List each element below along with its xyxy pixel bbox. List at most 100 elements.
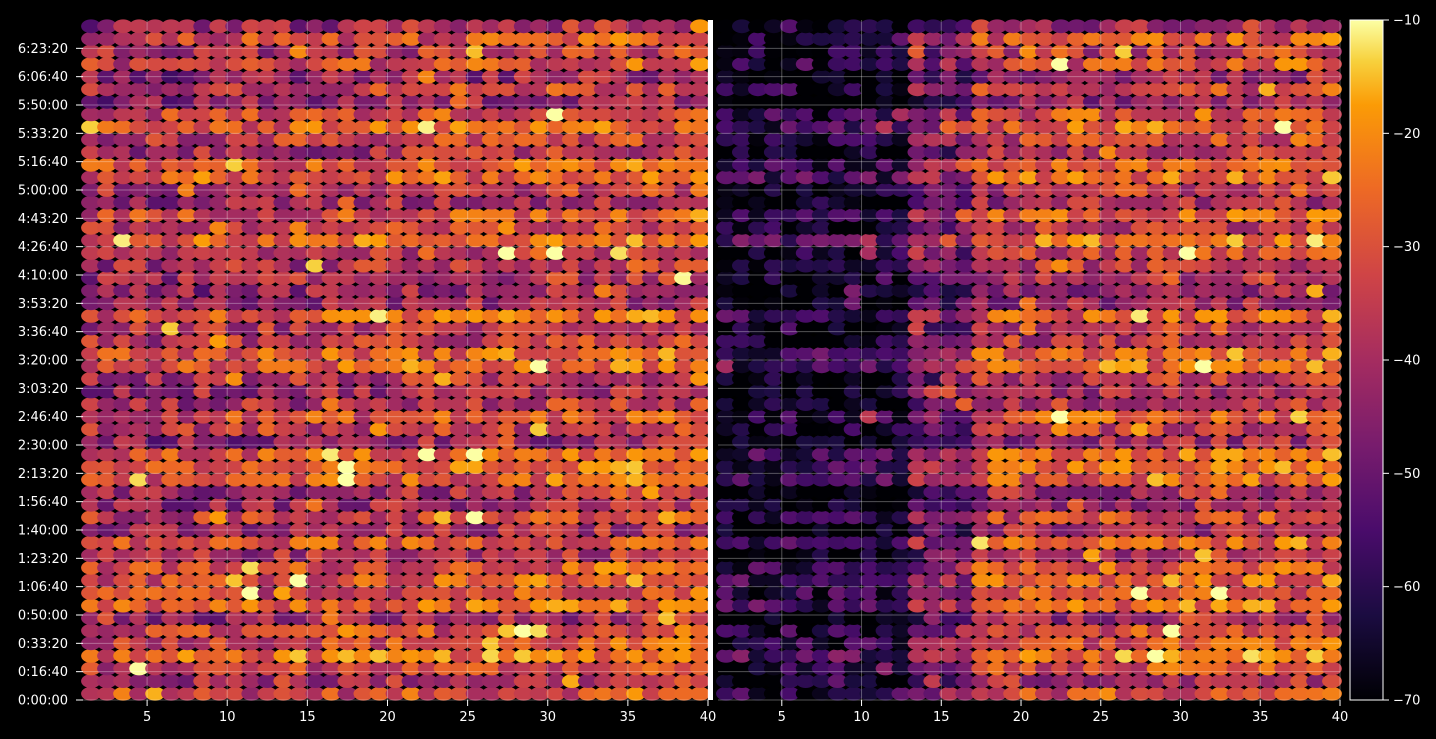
heatmap-cell xyxy=(1146,586,1167,600)
heatmap-cell xyxy=(417,32,438,46)
heatmap-cell xyxy=(257,309,278,323)
heatmap-cell xyxy=(177,220,198,235)
heatmap-cell xyxy=(577,409,598,424)
heatmap-cell xyxy=(674,32,694,46)
heatmap-cell xyxy=(433,447,454,462)
heatmap-cell xyxy=(763,636,784,651)
heatmap-cell xyxy=(1322,649,1342,663)
heatmap-cell xyxy=(642,560,662,575)
heatmap-cell xyxy=(417,674,438,688)
heatmap-cell xyxy=(193,548,214,563)
heatmap-cell xyxy=(642,623,662,638)
heatmap-cell xyxy=(321,321,342,336)
heatmap-cell xyxy=(593,409,614,424)
heatmap-cell xyxy=(289,19,310,34)
heatmap-cell xyxy=(449,283,470,298)
heatmap-cell xyxy=(1082,636,1103,651)
heatmap-cell xyxy=(273,283,294,298)
heatmap-cell xyxy=(529,372,550,386)
heatmap-cell xyxy=(577,44,598,59)
heatmap-cell xyxy=(1003,636,1023,651)
heatmap-cell xyxy=(545,271,566,285)
heatmap-cell xyxy=(1306,636,1326,651)
heatmap-cell xyxy=(593,435,614,449)
heatmap-cell xyxy=(658,497,678,512)
heatmap-cell xyxy=(561,447,582,462)
heatmap-cell xyxy=(891,623,912,638)
heatmap-cell xyxy=(289,183,310,197)
heatmap-cell xyxy=(1194,535,1215,550)
heatmap-cell xyxy=(1306,435,1326,449)
heatmap-cell xyxy=(225,220,246,235)
heatmap-cell xyxy=(337,296,358,311)
heatmap-cell xyxy=(401,548,422,563)
heatmap-cell xyxy=(257,372,278,386)
heatmap-cell xyxy=(353,586,374,600)
heatmap-cell xyxy=(449,485,470,500)
heatmap-cell xyxy=(81,309,101,323)
heatmap-cell xyxy=(481,497,502,512)
heatmap-cell xyxy=(481,69,502,84)
heatmap-cell xyxy=(561,359,582,374)
heatmap-cell xyxy=(1114,510,1135,525)
heatmap-cell xyxy=(1242,686,1263,701)
heatmap-cell xyxy=(97,283,117,298)
heatmap-cell xyxy=(545,472,566,487)
heatmap-cell xyxy=(273,271,294,285)
heatmap-cell xyxy=(481,82,502,97)
heatmap-cell xyxy=(779,460,800,474)
heatmap-cell xyxy=(907,661,928,676)
heatmap-cell xyxy=(241,598,262,613)
heatmap-cell xyxy=(225,271,246,285)
heatmap-cell xyxy=(1051,447,1071,462)
heatmap-cell xyxy=(257,359,278,374)
heatmap-cell xyxy=(674,397,694,411)
heatmap-cell xyxy=(385,19,406,34)
heatmap-cell xyxy=(658,32,678,46)
heatmap-cell xyxy=(577,435,598,449)
heatmap-cell xyxy=(577,157,598,172)
heatmap-cell xyxy=(1130,497,1151,512)
heatmap-cell xyxy=(225,334,246,348)
heatmap-cell xyxy=(1242,510,1263,525)
heatmap-cell xyxy=(971,422,992,437)
heatmap-cell xyxy=(225,32,246,46)
heatmap-cell xyxy=(417,485,438,500)
heatmap-cell xyxy=(225,409,246,424)
heatmap-cell xyxy=(545,485,566,500)
heatmap-cell xyxy=(337,208,358,223)
heatmap-cell xyxy=(161,397,182,411)
heatmap-cell xyxy=(1019,485,1039,500)
heatmap-cell xyxy=(891,649,912,663)
heatmap-cell xyxy=(321,296,342,311)
heatmap-cell xyxy=(610,170,630,185)
heatmap-cell xyxy=(97,334,117,348)
heatmap-cell xyxy=(907,435,928,449)
heatmap-cell xyxy=(433,686,454,701)
heatmap-cell xyxy=(433,334,454,348)
heatmap-cell xyxy=(763,460,784,474)
heatmap-cell xyxy=(433,623,454,638)
heatmap-cell xyxy=(225,321,246,336)
heatmap-cell xyxy=(1226,497,1247,512)
heatmap-cell xyxy=(1114,623,1135,638)
heatmap-cell xyxy=(337,95,358,109)
heatmap-cell xyxy=(674,686,694,701)
heatmap-cell xyxy=(497,636,518,651)
heatmap-cell xyxy=(545,157,566,172)
heatmap-cell xyxy=(732,447,752,462)
heatmap-cell xyxy=(97,69,117,84)
heatmap-cell xyxy=(748,435,768,449)
heatmap-cell xyxy=(465,183,486,197)
heatmap-cell xyxy=(353,435,374,449)
y-tick-label: 3:03:20 xyxy=(18,382,68,397)
heatmap-cell xyxy=(145,397,166,411)
heatmap-cell xyxy=(145,409,166,424)
heatmap-cell xyxy=(257,258,278,273)
heatmap-cell xyxy=(674,19,694,34)
heatmap-cell xyxy=(610,384,630,399)
heatmap-cell xyxy=(465,246,486,260)
heatmap-cell xyxy=(257,636,278,651)
heatmap-cell xyxy=(529,611,550,625)
